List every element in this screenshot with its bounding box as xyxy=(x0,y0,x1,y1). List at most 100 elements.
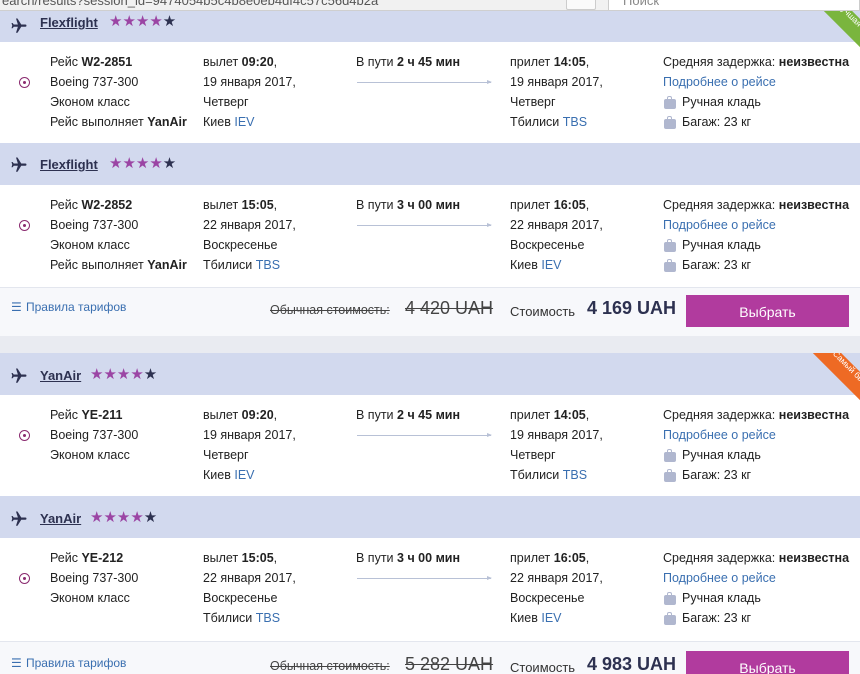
departure-date: 19 января 2017, xyxy=(203,428,296,442)
address-bar-text[interactable]: earch/results?session_id=9474054b5c4b8e0… xyxy=(2,0,379,8)
aircraft: Boeing 737-300 xyxy=(50,428,139,442)
arrival-weekday: Воскресенье xyxy=(510,591,585,605)
duration-arrow xyxy=(357,433,492,437)
average-delay: Средняя задержка: неизвестна xyxy=(663,198,850,212)
arrival-time: прилет 14:05, xyxy=(510,408,590,422)
baggage-allowance: Багаж: 23 кг xyxy=(682,258,752,272)
hand-luggage: Ручная кладь xyxy=(682,95,761,109)
arrival-date: 19 января 2017, xyxy=(510,75,603,89)
fare-rules-link[interactable]: ☰ Правила тарифов xyxy=(11,300,127,314)
fare-rules-link[interactable]: ☰ Правила тарифов xyxy=(11,656,127,670)
price: 4 983 UAH xyxy=(587,654,677,674)
arrival-city: Тбилиси TBS xyxy=(510,468,588,482)
segment-details: Рейс YE-212 Boeing 737-300 Эконом класс … xyxy=(0,538,860,638)
departure-city: Киев IEV xyxy=(203,468,255,482)
segment-details: Рейс YE-211 Boeing 737-300 Эконом класс … xyxy=(0,395,860,495)
duration: В пути 3 ч 00 мин xyxy=(356,551,461,565)
hand-luggage: Ручная кладь xyxy=(682,591,761,605)
duration: В пути 3 ч 00 мин xyxy=(356,198,461,212)
plane-icon xyxy=(11,18,27,33)
price: 4 169 UAH xyxy=(587,298,677,318)
segment-header: Flexflight ★★★★★ xyxy=(0,143,860,185)
offer-footer: ☰ Правила тарифов Обычная стоимость: 5 28… xyxy=(0,641,860,674)
flight-details-link[interactable]: Подробнее о рейсе xyxy=(663,428,776,442)
radio-icon[interactable] xyxy=(19,430,30,441)
regular-price-label: Обычная стоимость: xyxy=(270,303,390,317)
average-delay: Средняя задержка: неизвестна xyxy=(663,551,850,565)
rating-stars: ★★★★★ xyxy=(109,155,177,172)
cabin-class: Эконом класс xyxy=(50,238,130,252)
plane-icon xyxy=(11,511,27,526)
duration-arrow xyxy=(357,576,492,580)
arrival-city: Тбилиси TBS xyxy=(510,115,588,129)
radio-icon[interactable] xyxy=(19,77,30,88)
price-label: Стоимость xyxy=(510,304,576,319)
address-bar-button[interactable] xyxy=(566,0,596,10)
arrival-date: 19 января 2017, xyxy=(510,428,603,442)
suitcase-icon xyxy=(664,116,676,129)
arrival-date: 22 января 2017, xyxy=(510,218,603,232)
hand-luggage: Ручная кладь xyxy=(682,238,761,252)
operated-by: Рейс выполняет YanAir xyxy=(50,115,187,129)
bag-icon xyxy=(664,96,676,109)
radio-icon[interactable] xyxy=(19,573,30,584)
arrival-weekday: Четверг xyxy=(510,95,556,109)
departure-date: 19 января 2017, xyxy=(203,75,296,89)
ribbon-label: Самый быстрый xyxy=(807,353,860,423)
arrival-time: прилет 14:05, xyxy=(510,55,590,69)
segment-header: Flexflight ★★★★★ xyxy=(0,11,860,42)
plane-icon xyxy=(11,157,27,172)
list-icon: ☰ xyxy=(11,300,22,314)
rating-stars: ★★★★★ xyxy=(90,509,158,526)
choose-button[interactable]: Выбрать xyxy=(686,295,849,327)
operated-by: Рейс выполняет YanAir xyxy=(50,258,187,272)
regular-price-label: Обычная стоимость: xyxy=(270,659,390,673)
airline-link[interactable]: Flexflight xyxy=(40,157,98,172)
average-delay: Средняя задержка: неизвестна xyxy=(663,55,850,69)
hand-luggage: Ручная кладь xyxy=(682,448,761,462)
duration-arrow xyxy=(357,80,492,84)
departure-date: 22 января 2017, xyxy=(203,571,296,585)
departure-weekday: Четверг xyxy=(203,95,249,109)
price-label: Стоимость xyxy=(510,660,576,674)
arrival-weekday: Четверг xyxy=(510,448,556,462)
regular-price: 5 282 UAH xyxy=(405,654,494,674)
radio-icon[interactable] xyxy=(19,220,30,231)
segment-details: Рейс W2-2851 Boeing 737-300 Эконом класс… xyxy=(0,42,860,142)
rating-stars: ★★★★★ xyxy=(90,366,158,383)
duration-arrow xyxy=(357,223,492,227)
offer-card: YanAir ★★★★★ Рейс YE-211 Boeing 737-300 … xyxy=(0,353,860,674)
departure-time: вылет 09:20, xyxy=(203,55,278,69)
airline-link[interactable]: YanAir xyxy=(40,511,82,526)
flight-details-link[interactable]: Подробнее о рейсе xyxy=(663,75,776,89)
offer-footer: ☰ Правила тарифов Обычная стоимость: 4 42… xyxy=(0,287,860,336)
flight-number: Рейс YE-211 xyxy=(50,408,123,422)
browser-search-input[interactable]: Поиск xyxy=(608,0,860,10)
bag-icon xyxy=(664,239,676,252)
bag-icon xyxy=(664,592,676,605)
cabin-class: Эконом класс xyxy=(50,95,130,109)
baggage-allowance: Багаж: 23 кг xyxy=(682,115,752,129)
airline-link[interactable]: YanAir xyxy=(40,368,82,383)
suitcase-icon xyxy=(664,612,676,625)
suitcase-icon xyxy=(664,259,676,272)
arrival-city: Киев IEV xyxy=(510,258,562,272)
departure-time: вылет 09:20, xyxy=(203,408,278,422)
aircraft: Boeing 737-300 xyxy=(50,571,139,585)
departure-city: Киев IEV xyxy=(203,115,255,129)
plane-icon xyxy=(11,368,27,383)
departure-date: 22 января 2017, xyxy=(203,218,296,232)
flight-details-link[interactable]: Подробнее о рейсе xyxy=(663,571,776,585)
segment-header: YanAir ★★★★★ xyxy=(0,496,860,538)
regular-price: 4 420 UAH xyxy=(405,298,494,318)
departure-weekday: Воскресенье xyxy=(203,238,278,252)
flight-details-link[interactable]: Подробнее о рейсе xyxy=(663,218,776,232)
segment-header: YanAir ★★★★★ xyxy=(0,353,860,395)
departure-time: вылет 15:05, xyxy=(203,551,278,565)
fastest-ribbon: Самый быстрый xyxy=(790,353,860,423)
offer-card: Flexflight ★★★★★ Рейс W2-2851 Boeing 737… xyxy=(0,11,860,336)
ribbon-label: Лучшая цена xyxy=(807,11,860,70)
choose-button[interactable]: Выбрать xyxy=(686,651,849,674)
departure-time: вылет 15:05, xyxy=(203,198,278,212)
airline-link[interactable]: Flexflight xyxy=(40,15,98,30)
